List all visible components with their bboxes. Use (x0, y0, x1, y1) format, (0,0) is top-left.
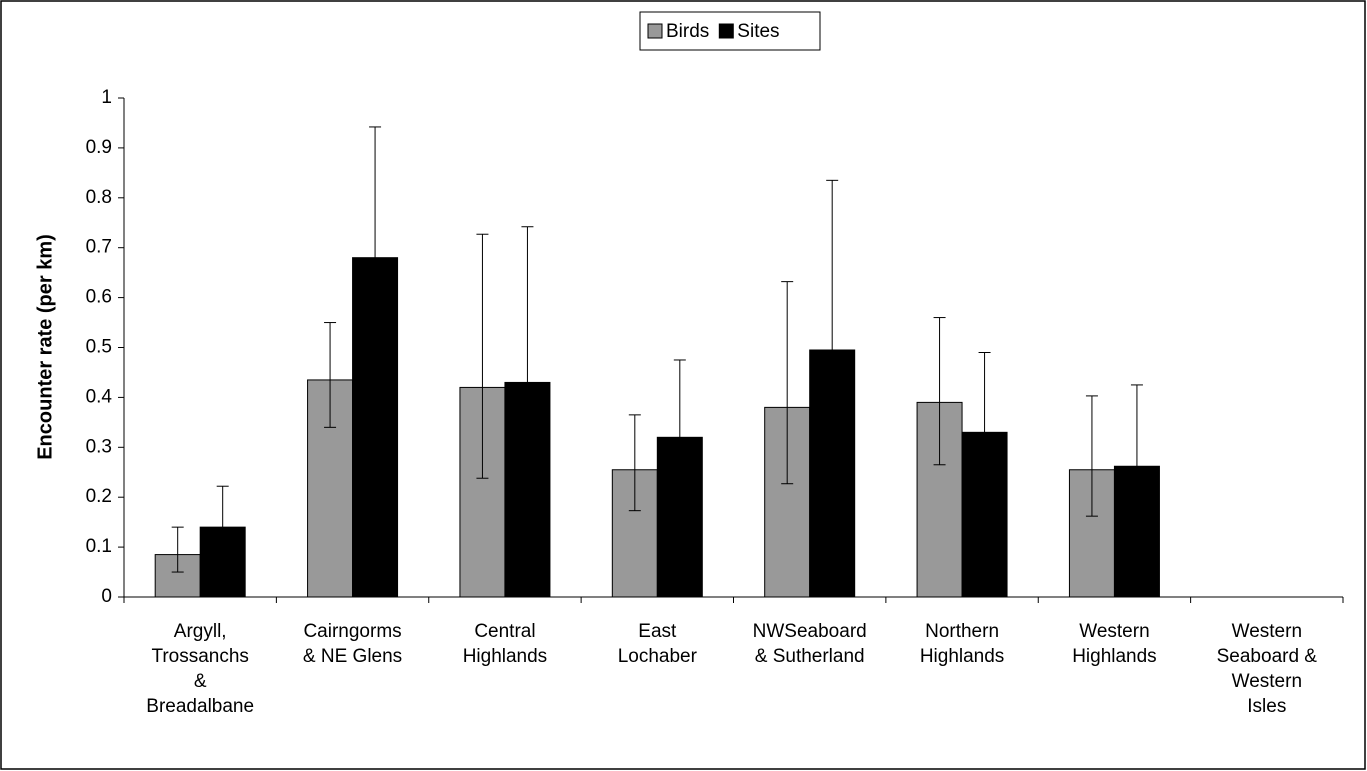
y-tick-label: 0.7 (86, 237, 112, 258)
x-tick-label: Northern Highlands (919, 621, 1005, 667)
y-tick-label: 0.1 (86, 536, 112, 557)
y-tick-label: 0.9 (86, 137, 112, 158)
x-tick-label: East Lochaber (617, 621, 697, 667)
x-tick-label: Western Highlands (1072, 621, 1157, 667)
bar (809, 349, 856, 598)
bar (199, 526, 246, 598)
legend-label: Birds (666, 21, 709, 42)
x-tick-label: NWSeaboard & Sutherland (752, 621, 867, 667)
y-tick-label: 1 (101, 87, 112, 108)
bar (1113, 465, 1160, 598)
x-tick-label: Cairngorms & NE Glens (302, 621, 403, 667)
legend-swatch (647, 23, 663, 39)
y-tick-label: 0.3 (86, 436, 112, 457)
bar (961, 431, 1008, 598)
y-tick-label: 0.4 (86, 386, 113, 407)
bar (504, 381, 551, 598)
y-tick-label: 0.8 (86, 187, 112, 208)
x-tick-label: Argyll, Trossanchs & Breadalbane (146, 621, 255, 717)
bar (352, 257, 399, 598)
y-tick-label: 0.6 (86, 287, 112, 308)
legend-label: Sites (737, 21, 779, 42)
y-axis-title: Encounter rate (per km) (34, 234, 56, 460)
x-tick-label: Central Highlands (462, 621, 548, 667)
y-tick-label: 0.2 (86, 486, 112, 507)
y-tick-label: 0.5 (86, 337, 112, 358)
x-tick-label: Western Seaboard & Western Isles (1216, 621, 1317, 717)
y-tick-label: 0 (101, 586, 112, 607)
legend-swatch (718, 23, 734, 39)
bar (656, 436, 703, 598)
